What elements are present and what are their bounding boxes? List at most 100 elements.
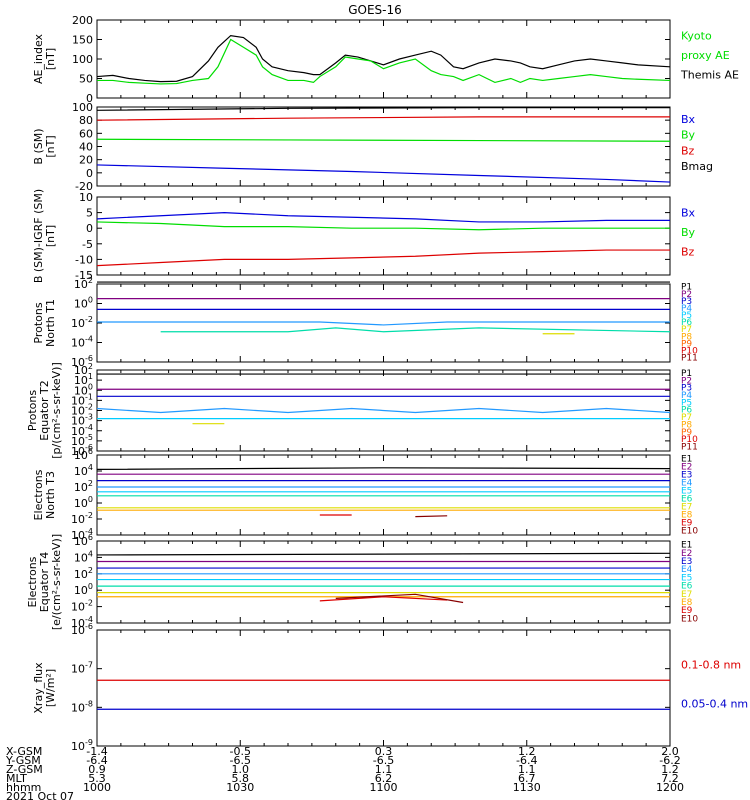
y-tick-label: 102 [74,479,93,494]
x-axis-row-value: 1.2 [661,763,679,776]
legend-entry: E5 [681,573,692,583]
series-line-by [96,221,670,231]
legend-entry: P2 [681,290,692,300]
x-axis-row-value: 1.1 [518,763,536,776]
y-tick-label: 100 [74,582,93,597]
legend-entry: P4 [681,391,692,401]
y-tick-label: 10-6 [71,622,93,637]
y-tick-label: 10 [79,191,93,204]
legend-entry: P5 [681,398,692,408]
legend-entry: Bmag [681,160,713,173]
panel-ylabel: B (SM) [32,128,45,164]
x-axis-row-value: 0.9 [88,763,106,776]
legend-entry: E2 [681,462,692,472]
y-tick-label: 80 [79,114,93,127]
panel-ae: 0 50 100 150 200 AE_index [nT] Kyoto proxy AE The… [32,14,739,105]
panel-ylabel: B (SM)-IGRF (SM) [32,189,45,283]
legend-entry: E1 [681,454,692,464]
panel-pe: 10-610-510-410-310-210-1100101102Protons… [26,362,698,459]
panel-ylabel: Electrons [26,556,39,607]
panel-ylabel: Protons [32,302,45,343]
x-axis-row-value: 5.3 [88,772,106,785]
legend-entry: P6 [681,318,692,328]
legend-entry: P9 [681,339,692,349]
x-axis-row-value: -6.4 [516,754,537,767]
legend-entry: E6 [681,494,693,504]
legend-entry: 0.05-0.4 nm [681,697,748,710]
y-tick-label: -5 [82,238,93,251]
x-axis-row-value: 1.2 [518,745,536,758]
y-tick-label: 100 [74,495,93,510]
y-tick-label: 102 [74,566,93,581]
x-axis-row-value: 6.2 [375,772,393,785]
x-axis-row-label: hhmm [6,781,41,794]
x-axis-row-value: -6.5 [373,754,394,767]
panel-ylabel: Equator T4 [38,552,51,612]
x-axis-row-label: Z-GSM [6,763,43,776]
series-line-p6 [160,327,671,333]
y-tick-label: 104 [74,549,93,564]
y-tick-label: 100 [72,53,93,66]
panel-bigrf: -15 -10 -5 0 5 10 B (SM)-IGRF (SM) [nT] Bx By Bz [32,189,696,283]
legend-entry: proxy AE [681,49,730,62]
legend-entry: P5 [681,311,692,321]
x-axis-row-value: 5.8 [232,772,250,785]
x-axis-row-value: -6.2 [659,754,680,767]
legend-entry: P8 [681,332,692,342]
y-tick-label: 10-8 [71,699,93,714]
panel-ylabel: [W/m²] [44,669,57,707]
panel-frame [96,454,671,536]
legend-entry: E1 [681,541,692,551]
y-tick-label: 10-2 [71,315,93,330]
legend-entry: P11 [681,354,698,364]
y-tick-label: 100 [74,296,93,311]
legend-entry: Themis AE [680,69,739,82]
x-axis-row-value: 1000 [83,781,111,794]
series-line-e10 [415,515,448,518]
chart-title: GOES-16 [348,3,402,17]
legend-entry: Bx [681,207,696,220]
y-tick-label: 100 [72,101,93,114]
panel-ylabel: North T1 [44,299,57,347]
y-tick-label: 10-4 [71,335,93,350]
series-line-bz [96,249,670,267]
y-tick-label: -20 [75,180,93,193]
panel-frame [96,19,671,99]
panel-frame [96,196,671,276]
legend-entry: P9 [681,428,692,438]
x-axis-row-label: X-GSM [6,745,42,758]
series-line-bx [96,211,670,223]
panel-ylabel: Equator T2 [38,380,51,440]
legend-entry: E6 [681,582,693,592]
panel-frame [96,629,671,747]
legend-entry: E8 [681,598,693,608]
series-line-themis-ae [96,34,671,83]
y-tick-label: 60 [79,127,93,140]
panel-ylabel: [e/(cm²-s-sr-keV)] [50,534,63,630]
x-axis-row-value: 1.1 [375,763,393,776]
y-tick-label: 50 [79,73,93,86]
legend-entry: P3 [681,297,692,307]
x-axis-row-value: -0.5 [230,745,251,758]
series-line-e1 [96,467,671,470]
series-line-proxy-ae [97,38,671,85]
series-line-e1 [96,552,671,556]
x-axis-row-label: Y-GSM [5,754,41,767]
legend-entry: By [681,129,696,142]
x-axis-row-value: 1.0 [232,763,250,776]
x-axis-row-value: 1100 [370,781,398,794]
legend-entry: E7 [681,502,692,512]
y-tick-label: 106 [74,533,93,548]
y-tick-label: 106 [74,447,93,462]
legend-entry: E8 [681,510,693,520]
x-axis-row-value: 6.7 [518,772,536,785]
legend-entry: E3 [681,470,692,480]
y-tick-label: 10-2 [71,599,93,614]
series-line-bz [96,116,670,121]
